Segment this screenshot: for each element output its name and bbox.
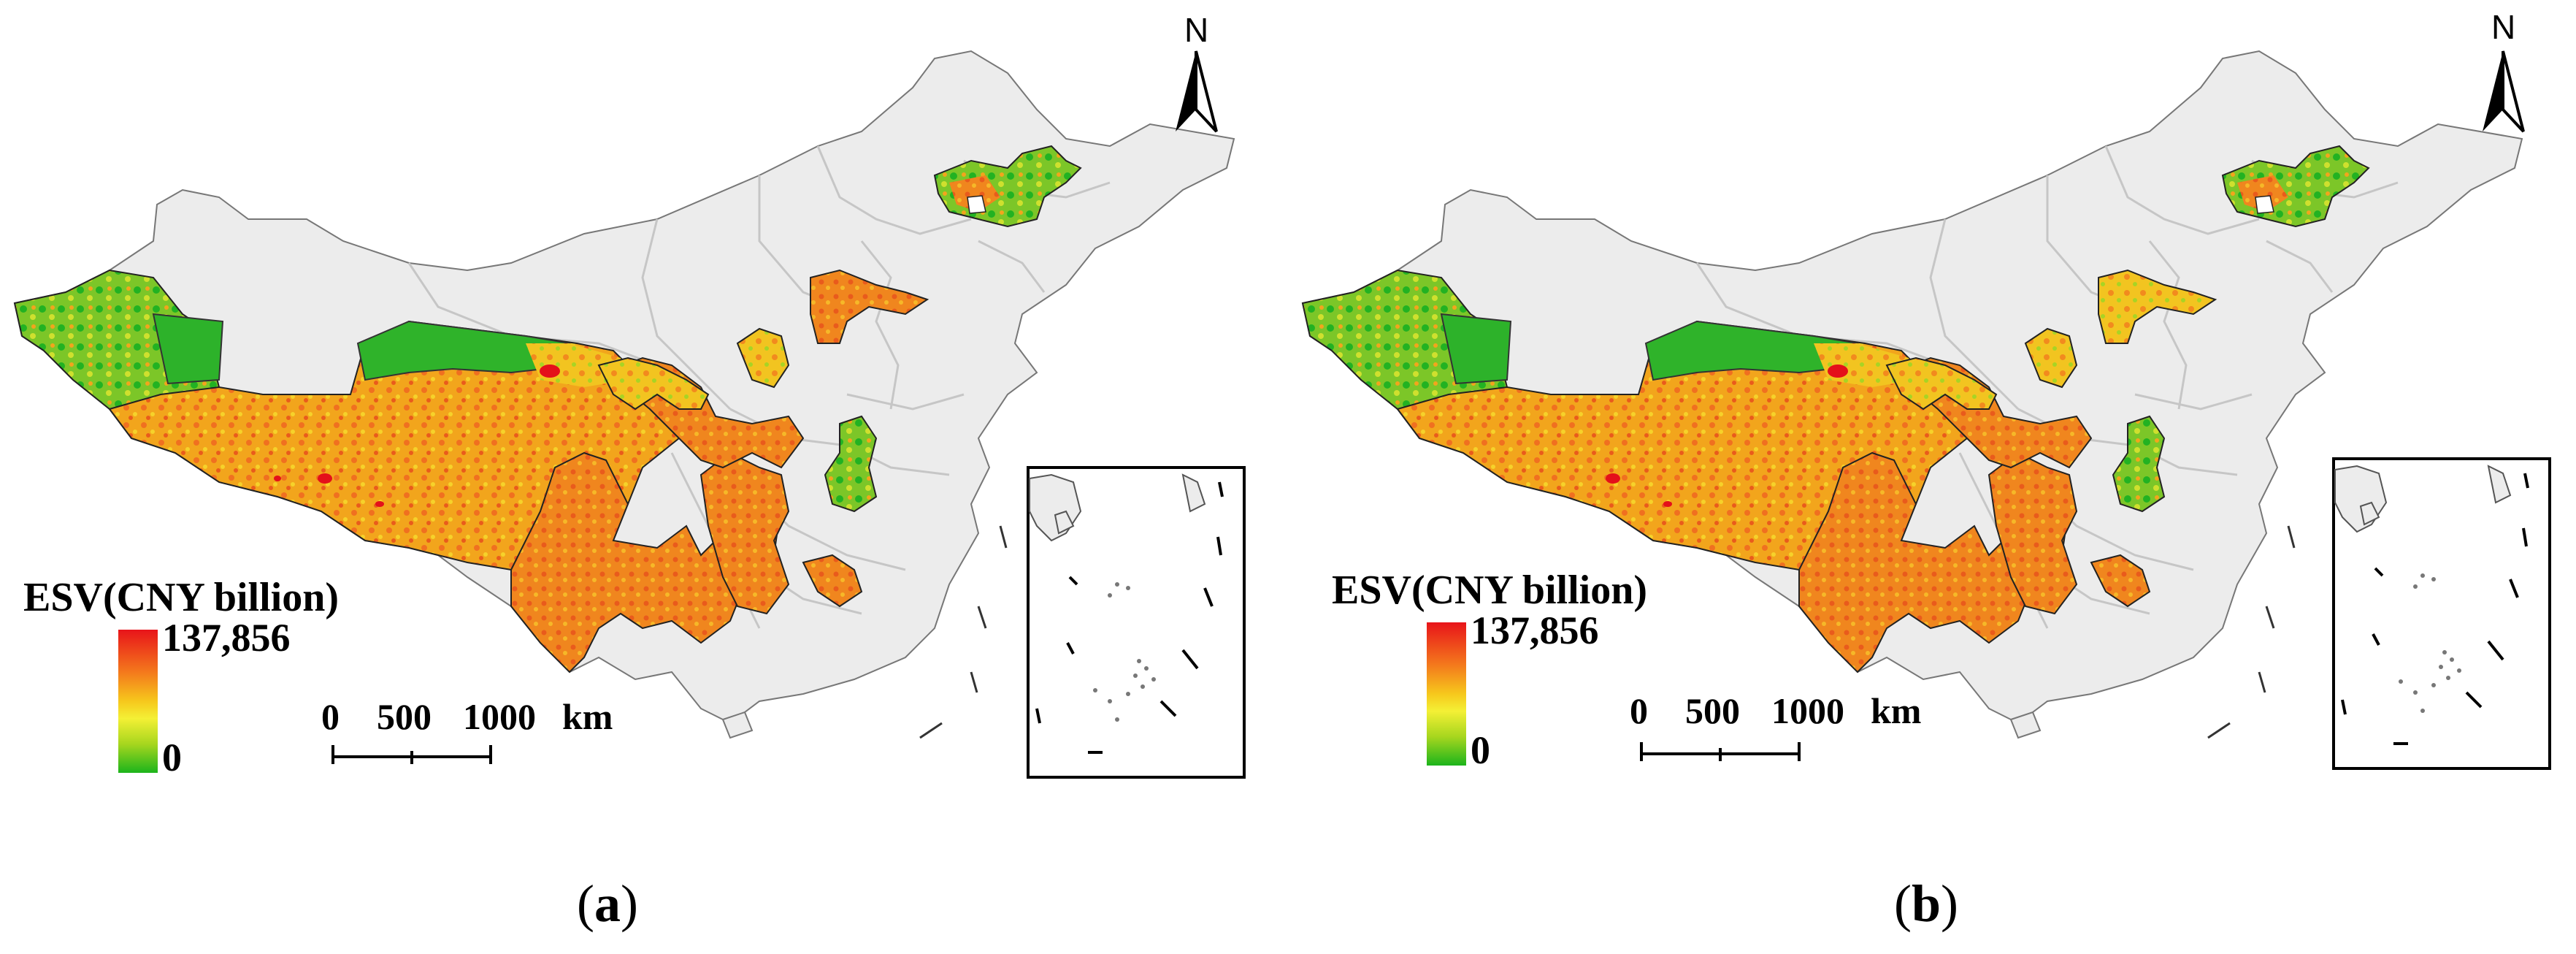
scale-label-500: 500 [1685,690,1740,731]
map-panel-a: ESV(CNY billion) 137,856 0 0 500 1000 km… [13,11,1246,933]
caption-letter: b [1911,874,1941,933]
esv-region-east [802,554,863,608]
scale-label-0: 0 [1630,690,1648,731]
panel-caption: (b) [1894,874,1959,933]
esv-region-gansu-yellow [1885,356,1998,411]
china-map-b [1301,50,2551,770]
legend-max-label: 137,856 [162,616,291,660]
legend-color-ramp [1427,622,1466,766]
caption-letter: a [594,874,621,933]
panel-caption: (a) [577,874,638,933]
esv-region-central [1987,451,2078,615]
legend-min-label: 0 [1471,728,1490,772]
scale-label-500: 500 [377,696,432,737]
scale-unit: km [1871,690,1922,731]
legend-title: ESV(CNY billion) [1332,568,1648,613]
south-china-sea-inset [2332,457,2551,770]
north-arrow-icon [1176,50,1218,133]
scale-unit: km [562,696,613,737]
legend-max-label: 137,856 [1471,608,1599,652]
scale-label-1000: 1000 [463,696,536,737]
esv-region-shanxi-green [2112,415,2166,513]
esv-region-green-block [152,313,224,385]
esv-region-green-block [1440,313,1512,385]
north-arrow-icon [2483,50,2525,133]
esv-region-gansu-yellow [597,356,710,411]
esv-region-north-1 [810,269,929,344]
scale-bar-line [331,745,492,764]
esv-region-central [699,451,790,615]
esv-region-shanxi-green [824,415,878,513]
legend-min-label: 0 [162,736,182,779]
south-sea-dashes [2207,525,2296,739]
esv-region-north-2 [736,327,790,389]
esv-region-north-1 [2098,269,2217,344]
north-label: N [1184,11,1209,49]
legend-color-ramp [118,630,158,773]
north-label: N [2491,8,2516,46]
legend-title: ESV(CNY billion) [23,575,340,620]
scale-label-0: 0 [321,696,340,737]
scale-bar-line [1640,742,1801,761]
esv-region-north-2 [2024,327,2078,389]
south-sea-dashes [919,525,1008,739]
south-china-sea-inset [1027,466,1246,779]
scale-label-1000: 1000 [1771,690,1844,731]
map-panel-b: ESV(CNY billion) 137,856 0 0 500 1000 km… [1288,0,2576,954]
china-map-a [13,50,1246,779]
esv-region-east [2090,554,2151,608]
